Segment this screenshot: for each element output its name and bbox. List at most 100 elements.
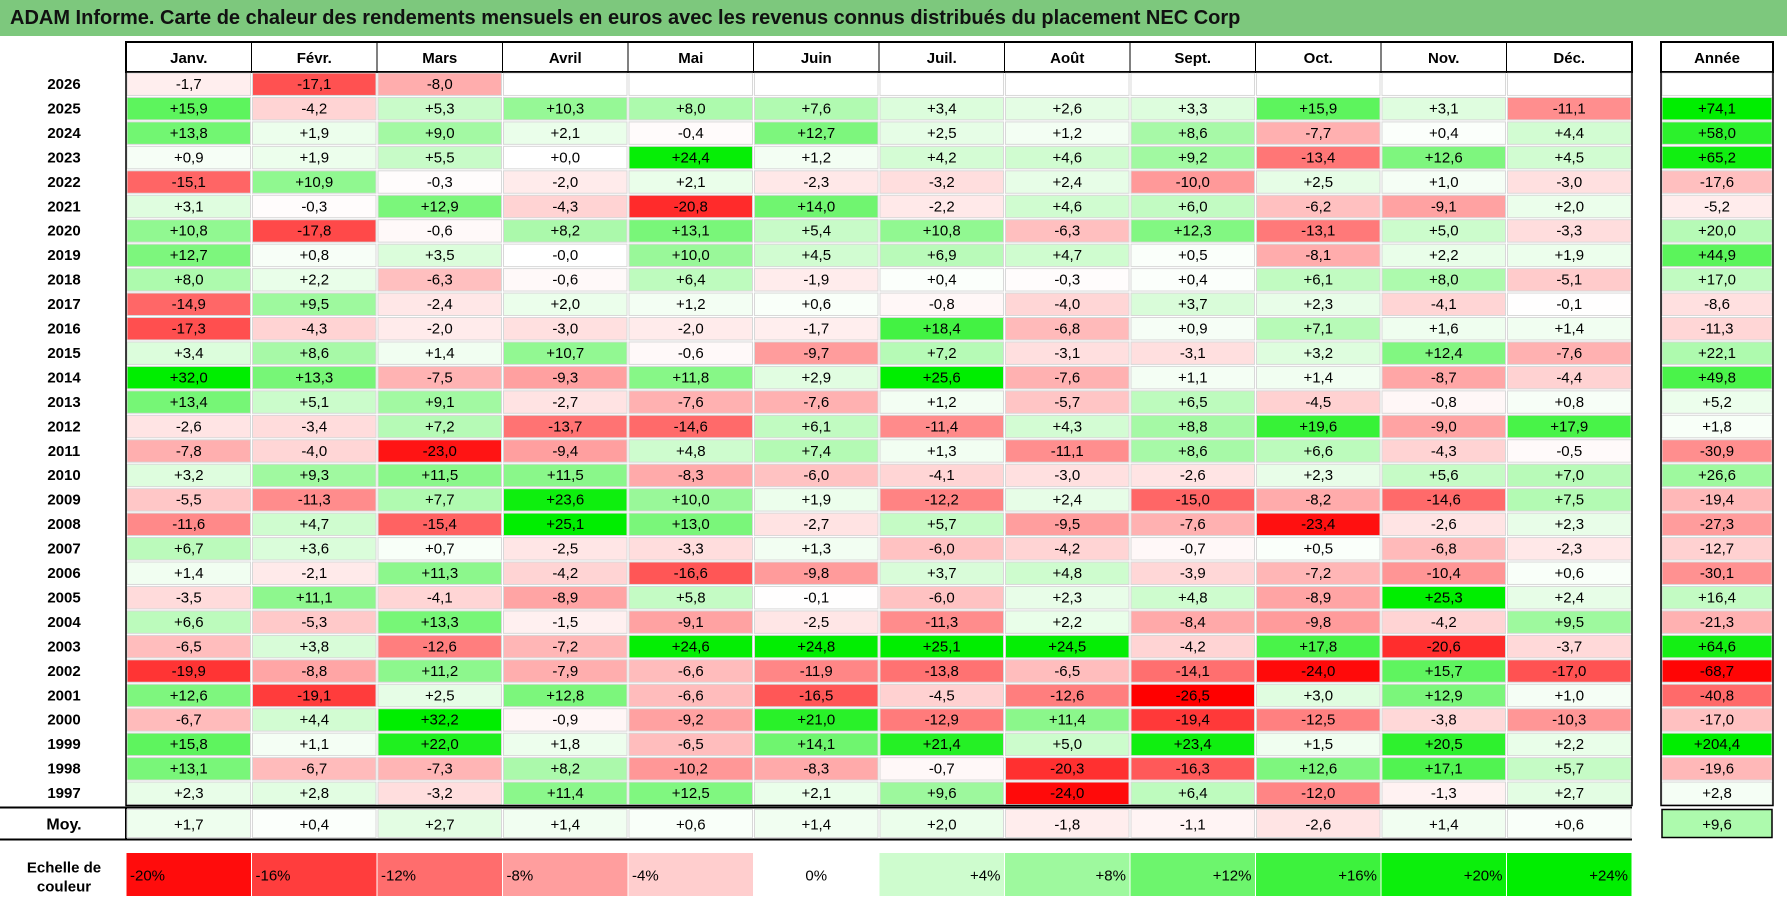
year-label-2022: 2022 [47,174,80,191]
heatmap-cell [252,96,377,121]
annual-cell [1661,414,1773,439]
cell-value: -7,9 [552,663,578,680]
cell-value: +21,4 [923,736,961,753]
heatmap-cell [1130,585,1255,610]
heatmap-cell [628,781,753,805]
heatmap-cell [1381,537,1506,561]
cell-value: -0,6 [678,345,704,362]
heatmap-cell [377,683,502,708]
year-label-2009: 2009 [47,492,80,509]
cell-value: +3,1 [174,198,204,215]
annual-value: +65,2 [1698,149,1736,166]
cell-value: +0,5 [1178,247,1208,264]
heatmap-cell [1005,439,1130,463]
heatmap-cell [1005,683,1130,708]
heatmap-cell [1507,683,1632,708]
heatmap-cell [1005,781,1130,805]
cell-value: +12,6 [170,687,208,704]
cell-value: +15,8 [170,736,208,753]
heatmap-cell [252,634,377,659]
heatmap-cell [1130,488,1255,512]
heatmap-cell [628,488,753,512]
cell-value: -4,2 [1431,614,1457,631]
cell-value: +4,7 [1052,247,1082,264]
heatmap-cell [1256,732,1381,757]
cell-value: -26,5 [1176,687,1210,704]
heatmap-cell [1256,317,1381,341]
cell-value: +1,1 [299,736,329,753]
annual-value: -68,7 [1700,663,1734,680]
heatmap-cell [1005,194,1130,219]
cell-value: -6,0 [803,467,829,484]
heatmap-cell [377,610,502,634]
heatmap-cell [1381,145,1506,170]
heatmap-cell [377,585,502,610]
cell-value: -4,5 [929,687,955,704]
heatmap-cell [1005,390,1130,414]
heatmap-cell [377,121,502,145]
cell-value: +11,4 [1049,712,1086,729]
heatmap-cell [879,341,1004,365]
cell-value: +10,7 [546,345,584,362]
cell-value: +9,5 [1554,614,1584,631]
annual-value: -17,6 [1700,174,1734,191]
heatmap-cell [503,341,628,365]
heatmap-cell [1381,390,1506,414]
cell-value: +10,3 [546,100,584,117]
cell-value: +12,3 [1174,223,1212,240]
cell-value: -0,5 [1556,443,1582,460]
cell-value: +8,2 [550,761,580,778]
heatmap-cell [879,659,1004,683]
heatmap-cell [1256,243,1381,268]
heatmap-cell [377,659,502,683]
cell-value: +13,8 [170,125,208,142]
annual-cell [1661,292,1773,316]
heatmap-cell [503,683,628,708]
cell-value: -16,3 [1176,761,1210,778]
cell-value: -15,0 [1176,492,1210,509]
month-header-1: Janv. [170,50,207,67]
cell-value: -6,0 [929,541,955,558]
cell-value: -13,1 [1301,223,1335,240]
cell-value: -20,3 [1050,761,1084,778]
heatmap-cell [126,194,251,219]
cell-value: -12,6 [1050,687,1084,704]
heatmap-cell [252,659,377,683]
heatmap-cell [126,781,251,805]
heatmap-cell [1130,145,1255,170]
cell-value: -17,0 [1552,663,1586,680]
heatmap-cell [377,561,502,585]
heatmap-cell [503,121,628,145]
average-cell [377,809,502,838]
heatmap-cell [503,757,628,781]
year-label-2021: 2021 [47,198,80,215]
heatmap-cell [754,585,879,610]
heatmap-cell [252,317,377,341]
heatmap-cell [252,243,377,268]
cell-value: -7,6 [1054,369,1080,386]
heatmap-cell [754,757,879,781]
heatmap-cell [503,194,628,219]
month-header-5: Mai [678,50,703,67]
heatmap-cell [754,414,879,439]
cell-value: +13,0 [672,516,710,533]
cell-value: +6,5 [1178,394,1208,411]
cell-value: +0,4 [1178,272,1208,289]
cell-value: +3,7 [1178,296,1208,313]
heatmap-cell [754,708,879,732]
cell-value: +5,6 [1429,467,1459,484]
cell-value: -3,2 [929,174,955,191]
legend-swatch [1380,852,1507,897]
cell-value: +2,7 [1554,785,1584,802]
heatmap-cell [252,414,377,439]
heatmap-cell [1507,708,1632,732]
annual-cell [1661,463,1773,488]
heatmap-cell [126,170,251,194]
cell-value: +24,4 [672,149,710,166]
cell-value: +15,9 [170,100,208,117]
heatmap-cell [1256,537,1381,561]
cell-value: +2,0 [550,296,580,313]
cell-value: -0,4 [678,125,704,142]
cell-value: +3,4 [927,100,957,117]
legend-stop-label: -8% [507,868,534,885]
